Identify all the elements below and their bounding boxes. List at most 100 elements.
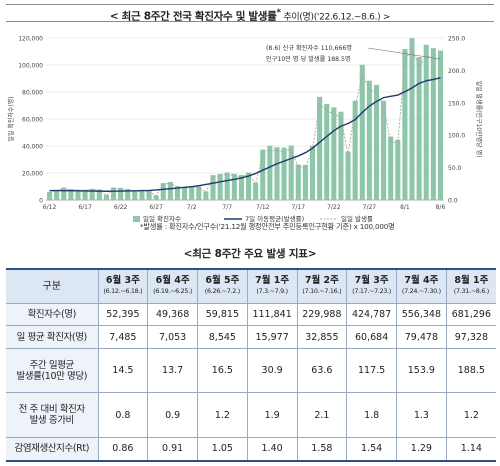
chart-title: < 최근 8주간 전국 확진자수 및 발생률* 추이(명)('22.6.12.~… [6, 4, 494, 23]
table-corner-header: 구분 [6, 268, 98, 304]
table-cell: 1.29 [396, 437, 447, 462]
y-left-tick-label: 80,000 [22, 90, 43, 97]
bar-daily-cases [196, 186, 202, 200]
table-cell: 1.2 [445, 392, 496, 438]
table-cell: 188.5 [445, 348, 496, 394]
bar-daily-cases [118, 187, 124, 200]
legend-label: 일일 발생률 [341, 214, 373, 223]
week-date-range: (7.24.~7.30.) [401, 287, 441, 296]
table-row: 일 평균 확진자(명) 7,485 7,053 8,545 15,977 32,855 60… [6, 325, 496, 350]
table-cell: 59,815 [197, 303, 248, 327]
table-row: 주간 일평균 발생률(10만 명당) 14.5 13.7 16.5 30.9 63.6 117… [6, 348, 496, 394]
annotation-leader [367, 47, 441, 60]
table-cell: 15,977 [246, 325, 297, 350]
row-label: 확진자수(명) [6, 303, 98, 327]
table-cell: 8,545 [197, 325, 248, 350]
week-label: 6월 5주 [205, 275, 240, 287]
table-cell: 16.5 [197, 348, 248, 394]
line-7day-moving-average [49, 77, 441, 192]
bar-daily-cases [288, 145, 294, 200]
table-cell: 7,053 [147, 325, 198, 350]
week-label: 7월 4주 [404, 275, 439, 287]
legend-swatch-bar [133, 216, 140, 222]
bar-daily-cases [373, 84, 380, 200]
x-tick-label: 8/1 [400, 204, 410, 211]
x-tick-label: 6/27 [149, 204, 163, 211]
y-left-tick-label: 100,000 [18, 63, 43, 70]
bar-daily-cases [345, 151, 351, 200]
chart-annotation: 인구10만 명 당 발생률 188.5명 [266, 55, 351, 63]
bar-daily-cases [402, 49, 408, 200]
table-cell: 0.91 [147, 437, 198, 462]
y-right-tick-label: 250.0 [448, 36, 465, 43]
table-week-header: 6월 4주 (6.19.~6.25.) [147, 268, 198, 304]
bar-daily-cases [338, 111, 344, 200]
table-week-header: 6월 3주 (6.12.~6.18.) [97, 268, 148, 304]
chart-annotation: (8.6) 신규 확진자수 110,666명 [266, 44, 352, 52]
table-cell: 97,328 [445, 325, 496, 350]
bar-daily-cases [388, 136, 394, 200]
bar-daily-cases [366, 80, 372, 200]
table-cell: 79,478 [396, 325, 447, 350]
table-cell: 153.9 [396, 348, 447, 394]
bar-daily-cases [281, 147, 287, 200]
bar-daily-cases [217, 173, 223, 200]
table-cell: 1.2 [197, 392, 248, 438]
week-label: 7월 3주 [354, 275, 389, 287]
x-tick-label: 6/12 [43, 204, 57, 211]
week-date-range: (7.17.~7.23.) [352, 287, 392, 296]
y-left-tick-label: 20,000 [22, 171, 43, 178]
chart-title-main: < 최근 8주간 전국 확진자수 및 발생률 [109, 10, 277, 23]
bar-daily-cases [324, 104, 330, 200]
bar-daily-cases [381, 100, 387, 200]
x-tick-label: 7/2 [187, 204, 197, 211]
bar-daily-cases [238, 175, 245, 200]
table-cell: 13.7 [147, 348, 198, 394]
table-cell: 63.6 [296, 348, 347, 394]
bar-daily-cases [174, 186, 181, 200]
table-cell: 1.40 [246, 437, 297, 462]
bar-daily-cases [423, 44, 429, 200]
table-week-header: 7월 2주 (7.10.~7.16.) [296, 268, 347, 304]
table-week-header: 6월 5주 (6.26.~7.2.) [197, 268, 248, 304]
table-cell: 424,787 [346, 303, 397, 327]
y-right-tick-label: 100.0 [448, 133, 465, 140]
bar-daily-cases [75, 189, 81, 200]
bar-daily-cases [82, 189, 88, 200]
bar-daily-cases [274, 147, 280, 200]
bar-daily-cases [61, 187, 67, 200]
table-cell: 1.14 [445, 437, 496, 462]
week-date-range: (6.12.~6.18.) [103, 287, 143, 296]
bar-daily-cases [267, 145, 273, 200]
table-cell: 1.05 [197, 437, 248, 462]
y-right-tick-label: 50.0 [448, 165, 462, 172]
table-week-header: 8월 1주 (7.31.~8.6.) [445, 268, 496, 304]
bar-daily-cases [260, 149, 266, 200]
bar-daily-cases [125, 189, 131, 200]
bar-daily-cases [139, 191, 145, 200]
bar-daily-cases [103, 195, 109, 200]
table-cell: 1.8 [346, 392, 397, 438]
line-daily-incidence [49, 48, 441, 197]
x-tick-label: 7/27 [363, 204, 377, 211]
bar-daily-cases [160, 183, 166, 200]
table-cell: 32,855 [296, 325, 347, 350]
y-left-axis-label: 일일 확진자수(명) [7, 96, 15, 141]
table-cell: 556,348 [396, 303, 447, 327]
table-cell: 2.1 [296, 392, 347, 438]
bar-daily-cases [110, 187, 117, 200]
table-cell: 0.86 [97, 437, 148, 462]
week-label: 6월 3주 [105, 275, 140, 287]
weekly-indicators-table: 구분 6월 3주 (6.12.~6.18.) 6월 4주 (6.19.~6.25.) 6월… [6, 268, 496, 462]
bar-daily-cases [331, 107, 337, 200]
bar-daily-cases [352, 100, 358, 200]
bar-daily-cases [409, 38, 415, 200]
bar-daily-cases [359, 64, 365, 200]
y-right-axis-label: 일일 발생률(인구10만명당 명) [475, 81, 483, 158]
week-date-range: (7.31.~8.6.) [453, 287, 490, 296]
bar-daily-cases [302, 164, 308, 200]
x-tick-label: 7/12 [256, 204, 270, 211]
bar-daily-cases [395, 139, 401, 200]
x-tick-label: 6/17 [78, 204, 92, 211]
covid-trend-chart: 0 20,000 40,000 60,000 80,000 100,000 120,000 0… [7, 36, 483, 224]
